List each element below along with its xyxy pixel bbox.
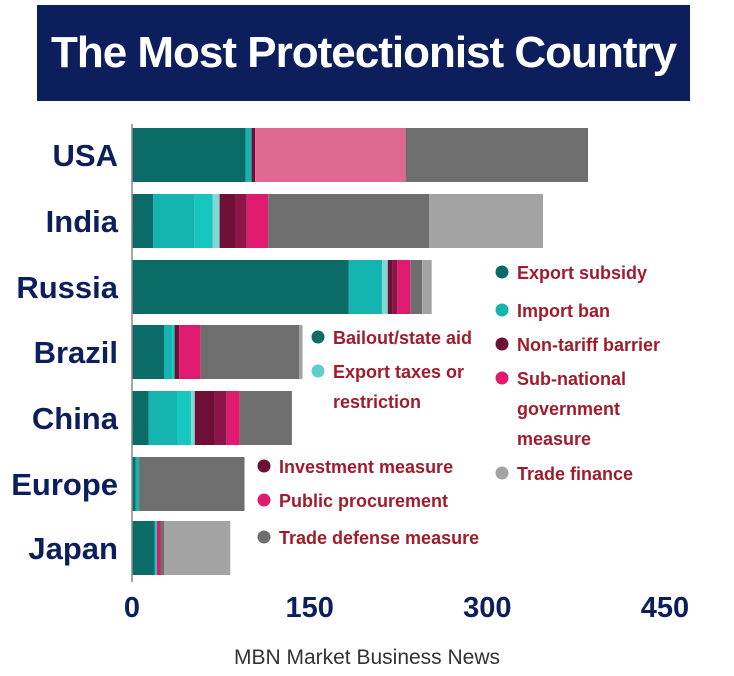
bar-china-export-subsidy [132,391,149,445]
bar-europe-trade-defense-measure [139,457,245,511]
category-label: Japan [28,531,118,566]
bar-russia-export-subsidy [132,260,349,314]
legend-item-swatch [495,466,509,480]
bar-brazil-trade-defense-measure [200,325,299,379]
legend-item-swatch [495,265,509,279]
legend-item-label: Export taxes or restriction [333,362,464,412]
legend-item-swatch [257,493,271,507]
bar-china-import-ban [148,391,177,445]
bar-india-investment-measure [235,194,247,248]
bar-japan-trade-defense-measure [160,521,164,575]
bar-india-trade-defense-measure [268,194,430,248]
bar-china-trade-defense-measure [239,391,292,445]
bar-russia-trade-finance [422,260,432,314]
legend-item-swatch [495,303,509,317]
bar-india-bailout-state-aid [194,194,213,248]
bar-china-export-taxes-or-restriction [191,391,195,445]
bar-usa-trade-defense-measure [405,128,588,182]
legend-item-label: Bailout/state aid [333,328,472,348]
bar-russia-public-procurement [397,260,411,314]
legend-item-label: Non-tariff barrier [517,335,660,355]
bar-europe-export-subsidy [132,457,136,511]
legend-item-swatch [257,459,271,473]
bar-japan-trade-finance [164,521,231,575]
bar-brazil-non-tariff-barrier [174,325,180,379]
bar-russia-import-ban [348,260,382,314]
bar-japan-bailout-state-aid [154,521,157,575]
bar-india-non-tariff-barrier [219,194,235,248]
category-label: India [46,204,119,239]
category-label: Europe [11,467,118,502]
chart-title: The Most Protectionist Country [50,28,677,77]
bar-china-public-procurement [226,391,240,445]
title-banner: The Most Protectionist Country [37,5,690,101]
category-label: Russia [16,270,118,305]
legend-item-swatch [495,371,509,385]
bar-usa-non-tariff-barrier [251,128,256,182]
legend-item-swatch [257,530,271,544]
bar-usa-import-ban [245,128,252,182]
bar-brazil-export-subsidy [132,325,164,379]
legend-item-swatch [311,330,325,344]
bar-india-export-taxes-or-restriction [212,194,220,248]
legend-item-swatch [495,337,509,351]
bar-europe-import-ban [135,457,140,511]
bar-russia-non-tariff-barrier [387,260,393,314]
bar-china-bailout-state-aid [177,391,192,445]
bar-brazil-trade-finance [299,325,303,379]
legend-item-label: Investment measure [279,457,453,477]
bar-brazil-import-ban [164,325,173,379]
bar-india-import-ban [153,194,195,248]
bar-japan-public-procurement [156,521,161,575]
category-label: Brazil [34,335,118,370]
legend-item-label: Trade finance [517,464,633,484]
bar-brazil-bailout-state-aid [172,325,175,379]
bar-russia-investment-measure [392,260,398,314]
legend-item-label: Sub-national government measure [517,369,626,449]
legend-item-swatch [311,364,325,378]
bar-japan-export-subsidy [132,521,155,575]
bar-india-trade-finance [429,194,543,248]
source-credit: MBN Market Business News [233,646,501,669]
bar-russia-export-taxes-or-restriction [381,260,388,314]
bar-india-export-subsidy [132,194,154,248]
category-label: USA [53,138,118,173]
legend-item-label: Export subsidy [517,263,647,283]
bar-usa-export-subsidy [132,128,246,182]
x-tick-label: 300 [463,592,511,624]
legend-item-label: Import ban [517,301,610,321]
bar-russia-trade-defense-measure [410,260,423,314]
x-tick-label: 450 [641,592,689,624]
bar-usa-sub-national-government-measure [255,128,406,182]
legend-item-label: Trade defense measure [279,528,479,548]
bar-india-public-procurement [246,194,269,248]
bar-china-investment-measure [214,391,227,445]
legend-item-label: Public procurement [279,491,448,511]
bar-brazil-public-procurement [179,325,201,379]
x-tick-label: 0 [124,592,140,624]
x-tick-label: 150 [285,592,333,624]
category-label: China [32,401,119,436]
bar-china-non-tariff-barrier [194,391,215,445]
